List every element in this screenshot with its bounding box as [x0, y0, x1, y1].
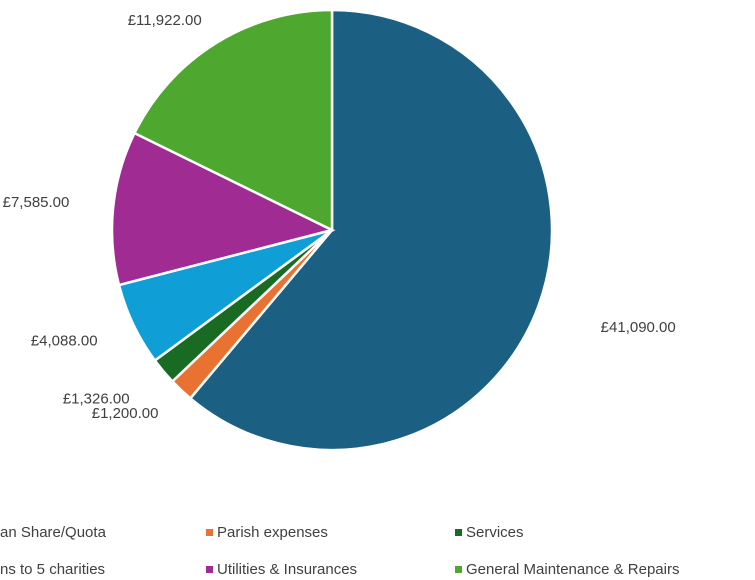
legend-label: an Share/Quota [0, 524, 107, 541]
legend-marker [206, 529, 213, 536]
legend-marker [455, 529, 462, 536]
pie-slice [110, 131, 336, 287]
pie-slice [188, 8, 554, 452]
legend-label: ns to 5 charities [0, 561, 105, 578]
legend-label: Utilities & Insurances [217, 561, 357, 578]
legend-label: Services [466, 524, 524, 541]
pie-slice [132, 8, 334, 233]
data-label: £1,326.00 [63, 390, 130, 407]
data-label: £7,585.00 [3, 194, 70, 211]
data-label: £1,200.00 [92, 405, 159, 422]
legend-marker [455, 566, 462, 573]
legend-label: Parish expenses [217, 524, 328, 541]
legend-marker [206, 566, 213, 573]
data-label: £11,922.00 [128, 12, 202, 29]
legend-label: General Maintenance & Repairs [466, 561, 679, 578]
data-label: £4,088.00 [31, 332, 98, 349]
data-label: £41,090.00 [601, 319, 676, 336]
